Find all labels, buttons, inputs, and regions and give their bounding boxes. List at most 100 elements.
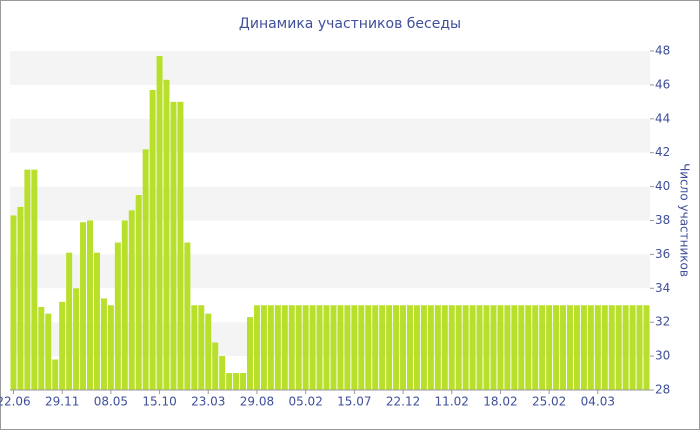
bar <box>233 373 240 390</box>
bar <box>170 101 177 390</box>
bar <box>10 215 17 390</box>
y-axis-label: Число участников <box>678 163 692 277</box>
bar <box>142 149 149 390</box>
bar <box>184 242 191 390</box>
bar <box>441 305 448 390</box>
bar <box>253 305 260 390</box>
bar <box>455 305 462 390</box>
bar <box>483 305 490 390</box>
bar <box>93 252 100 390</box>
bar <box>546 305 553 390</box>
y-tick-label: 32 <box>655 315 670 329</box>
x-tick-label: 18.02 <box>483 395 517 409</box>
bar <box>240 373 247 390</box>
bar <box>100 298 107 390</box>
bar <box>107 305 114 390</box>
bar <box>302 305 309 390</box>
x-tick-label: 22.06 <box>0 395 31 409</box>
bar <box>587 305 594 390</box>
bar <box>358 305 365 390</box>
bar <box>52 359 59 390</box>
y-tick-label: 38 <box>655 213 670 227</box>
bar <box>539 305 546 390</box>
bar <box>323 305 330 390</box>
bar <box>413 305 420 390</box>
bar <box>177 101 184 390</box>
bar <box>267 305 274 390</box>
bar <box>149 89 156 391</box>
bar <box>121 220 128 390</box>
y-tick-label: 48 <box>655 44 670 58</box>
x-tick-label: 23.03 <box>191 395 225 409</box>
x-tick-label: 15.07 <box>337 395 371 409</box>
grid-band <box>10 51 650 85</box>
bar <box>448 305 455 390</box>
x-tick-label: 25.02 <box>532 395 566 409</box>
y-tick-label: 40 <box>655 179 670 193</box>
bar <box>247 317 253 390</box>
bar <box>73 288 80 390</box>
x-tick-label: 11.02 <box>435 395 469 409</box>
bar <box>573 305 580 390</box>
bar <box>393 305 400 390</box>
x-tick-label: 22.12 <box>386 395 420 409</box>
bar <box>622 305 629 390</box>
y-tick-label: 28 <box>655 383 670 397</box>
bar <box>532 305 539 390</box>
chart-title: Динамика участников беседы <box>239 16 461 32</box>
bar <box>212 342 219 390</box>
bar <box>274 305 281 390</box>
bar <box>629 305 636 390</box>
bar <box>198 305 205 390</box>
y-tick-label: 46 <box>655 77 670 91</box>
bar <box>608 305 615 390</box>
bar <box>518 305 525 390</box>
bar <box>567 305 573 390</box>
y-tick-label: 44 <box>655 111 670 125</box>
bar <box>462 305 469 390</box>
bar <box>219 356 226 390</box>
bar <box>205 313 212 390</box>
x-tick-label: 04.03 <box>581 395 615 409</box>
bar <box>601 305 608 390</box>
bar <box>80 222 87 390</box>
bar <box>400 305 407 390</box>
bar <box>553 305 560 390</box>
bar <box>156 56 163 391</box>
bar <box>288 305 295 390</box>
bar <box>344 305 351 390</box>
bar <box>594 305 601 390</box>
bar <box>38 306 45 390</box>
bar <box>407 305 413 390</box>
bar <box>59 301 66 390</box>
bar <box>615 305 622 390</box>
bar <box>87 220 93 390</box>
bar <box>45 313 52 390</box>
x-tick-label: 05.02 <box>288 395 322 409</box>
grid-band <box>10 186 650 221</box>
bar <box>580 305 587 390</box>
bar <box>490 305 497 390</box>
bar <box>434 305 441 390</box>
grid-band <box>10 118 650 153</box>
grid-band <box>10 254 650 289</box>
bar <box>420 305 427 390</box>
bar <box>316 305 323 390</box>
bar <box>163 79 170 390</box>
bar <box>386 305 393 390</box>
bar <box>191 305 198 390</box>
x-tick-label: 29.08 <box>240 395 274 409</box>
bar <box>260 305 267 390</box>
bar <box>504 305 511 390</box>
x-tick-label: 29.11 <box>45 395 79 409</box>
bar <box>469 305 476 390</box>
bar <box>365 305 372 390</box>
bar <box>379 305 386 390</box>
y-tick-label: 34 <box>655 281 670 295</box>
y-tick-label: 36 <box>655 247 670 261</box>
y-tick-label: 30 <box>655 349 670 363</box>
bar <box>281 305 288 390</box>
x-tick-label: 15.10 <box>142 395 176 409</box>
bar <box>309 305 316 390</box>
